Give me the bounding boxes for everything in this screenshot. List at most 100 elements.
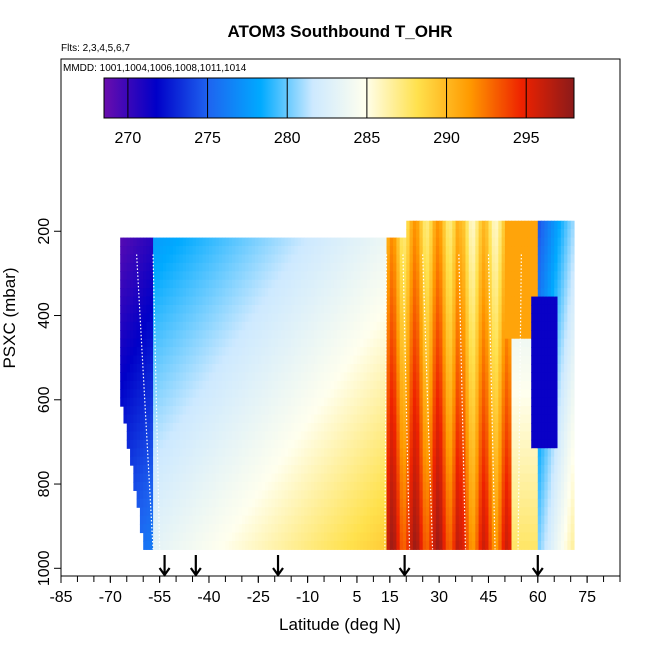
heatmap-cell — [518, 313, 522, 323]
heatmap-cell — [373, 304, 378, 315]
heatmap-cell — [120, 338, 125, 348]
heatmap-cell — [501, 321, 506, 331]
heatmap-cell — [281, 313, 286, 323]
heatmap-cell — [389, 481, 394, 491]
heatmap-cell — [284, 304, 289, 315]
heatmap-cell — [419, 473, 424, 483]
heatmap-cell — [399, 515, 404, 525]
heatmap-cell — [416, 355, 421, 365]
heatmap-cell — [472, 363, 476, 373]
heatmap-cell — [402, 532, 407, 542]
heatmap-cell — [271, 355, 276, 365]
heatmap-cell — [225, 372, 230, 382]
heatmap-cell — [182, 355, 187, 365]
heatmap-cell — [478, 296, 483, 306]
heatmap-cell — [343, 262, 348, 272]
heatmap-cell — [412, 246, 417, 256]
heatmap-cell — [504, 431, 509, 441]
heatmap-cell — [166, 481, 171, 491]
heatmap-cell — [376, 515, 381, 525]
heatmap-cell — [176, 237, 180, 247]
heatmap-cell — [360, 389, 365, 399]
heatmap-cell — [366, 431, 371, 441]
heatmap-cell — [153, 465, 157, 475]
heatmap-cell — [353, 246, 358, 256]
heatmap-cell — [376, 422, 381, 432]
heatmap-cell — [350, 456, 355, 466]
heatmap-cell — [396, 524, 401, 534]
heatmap-cell — [521, 507, 526, 517]
heatmap-cell — [176, 355, 180, 365]
heatmap-cell — [162, 524, 167, 534]
heatmap-cell — [199, 372, 203, 382]
heatmap-cell — [468, 363, 473, 373]
heatmap-cell — [149, 330, 154, 340]
heatmap-cell — [488, 532, 493, 542]
heatmap-cell — [534, 507, 539, 517]
heatmap-cell — [462, 355, 467, 365]
heatmap-cell — [314, 380, 319, 390]
heatmap-cell — [481, 271, 486, 281]
heatmap-cell — [406, 313, 411, 323]
heatmap-cell — [547, 296, 552, 306]
heatmap-cell — [547, 288, 552, 298]
heatmap-cell — [429, 490, 434, 500]
heatmap-cell — [531, 507, 536, 517]
heatmap-cell — [544, 448, 549, 458]
heatmap-cell — [386, 406, 391, 416]
heatmap-cell — [166, 313, 171, 323]
heatmap-cell — [156, 279, 161, 289]
heatmap-cell — [258, 532, 263, 542]
heatmap-cell — [389, 414, 394, 424]
heatmap-cell — [435, 414, 440, 424]
heatmap-cell — [432, 355, 437, 365]
heatmap-cell — [205, 288, 210, 298]
heatmap-cell — [258, 279, 263, 289]
heatmap-cell — [255, 262, 259, 272]
heatmap-cell — [547, 490, 552, 500]
heatmap-cell — [281, 372, 286, 382]
heatmap-cell — [541, 515, 545, 525]
heatmap-cell — [373, 515, 378, 525]
heatmap-cell — [350, 431, 355, 441]
heatmap-cell — [320, 330, 325, 340]
heatmap-cell — [527, 515, 532, 525]
heatmap-cell — [333, 363, 338, 373]
heatmap-cell — [169, 380, 174, 390]
heatmap-cell — [475, 380, 480, 390]
heatmap-cell — [235, 347, 240, 357]
heatmap-cell — [406, 330, 411, 340]
heatmap-cell — [172, 439, 177, 449]
heatmap-cell — [185, 524, 190, 534]
heatmap-cell — [416, 532, 421, 542]
heatmap-cell — [143, 313, 148, 323]
heatmap-cell — [278, 515, 282, 525]
heatmap-cell — [429, 439, 434, 449]
heatmap-cell — [429, 296, 434, 306]
heatmap-cell — [255, 498, 259, 508]
heatmap-cell — [393, 279, 397, 289]
heatmap-cell — [143, 456, 148, 466]
heatmap-cell — [278, 422, 282, 432]
heatmap-cell — [383, 279, 388, 289]
heatmap-cell — [550, 347, 555, 357]
heatmap-cell — [550, 397, 555, 407]
heatmap-cell — [297, 448, 302, 458]
heatmap-cell — [416, 347, 421, 357]
heatmap-cell — [179, 363, 184, 373]
heatmap-cell — [521, 532, 526, 542]
heatmap-cell — [172, 498, 177, 508]
heatmap-cell — [445, 372, 450, 382]
heatmap-cell — [297, 498, 302, 508]
heatmap-cell — [419, 507, 424, 517]
heatmap-cell — [485, 490, 490, 500]
heatmap-cell — [393, 524, 397, 534]
heatmap-cell — [278, 321, 282, 331]
heatmap-cell — [261, 448, 266, 458]
heatmap-cell — [199, 414, 203, 424]
heatmap-cell — [458, 515, 463, 525]
heatmap-cell — [149, 380, 154, 390]
heatmap-cell — [435, 262, 440, 272]
heatmap-cell — [225, 237, 230, 247]
heatmap-cell — [495, 498, 499, 508]
